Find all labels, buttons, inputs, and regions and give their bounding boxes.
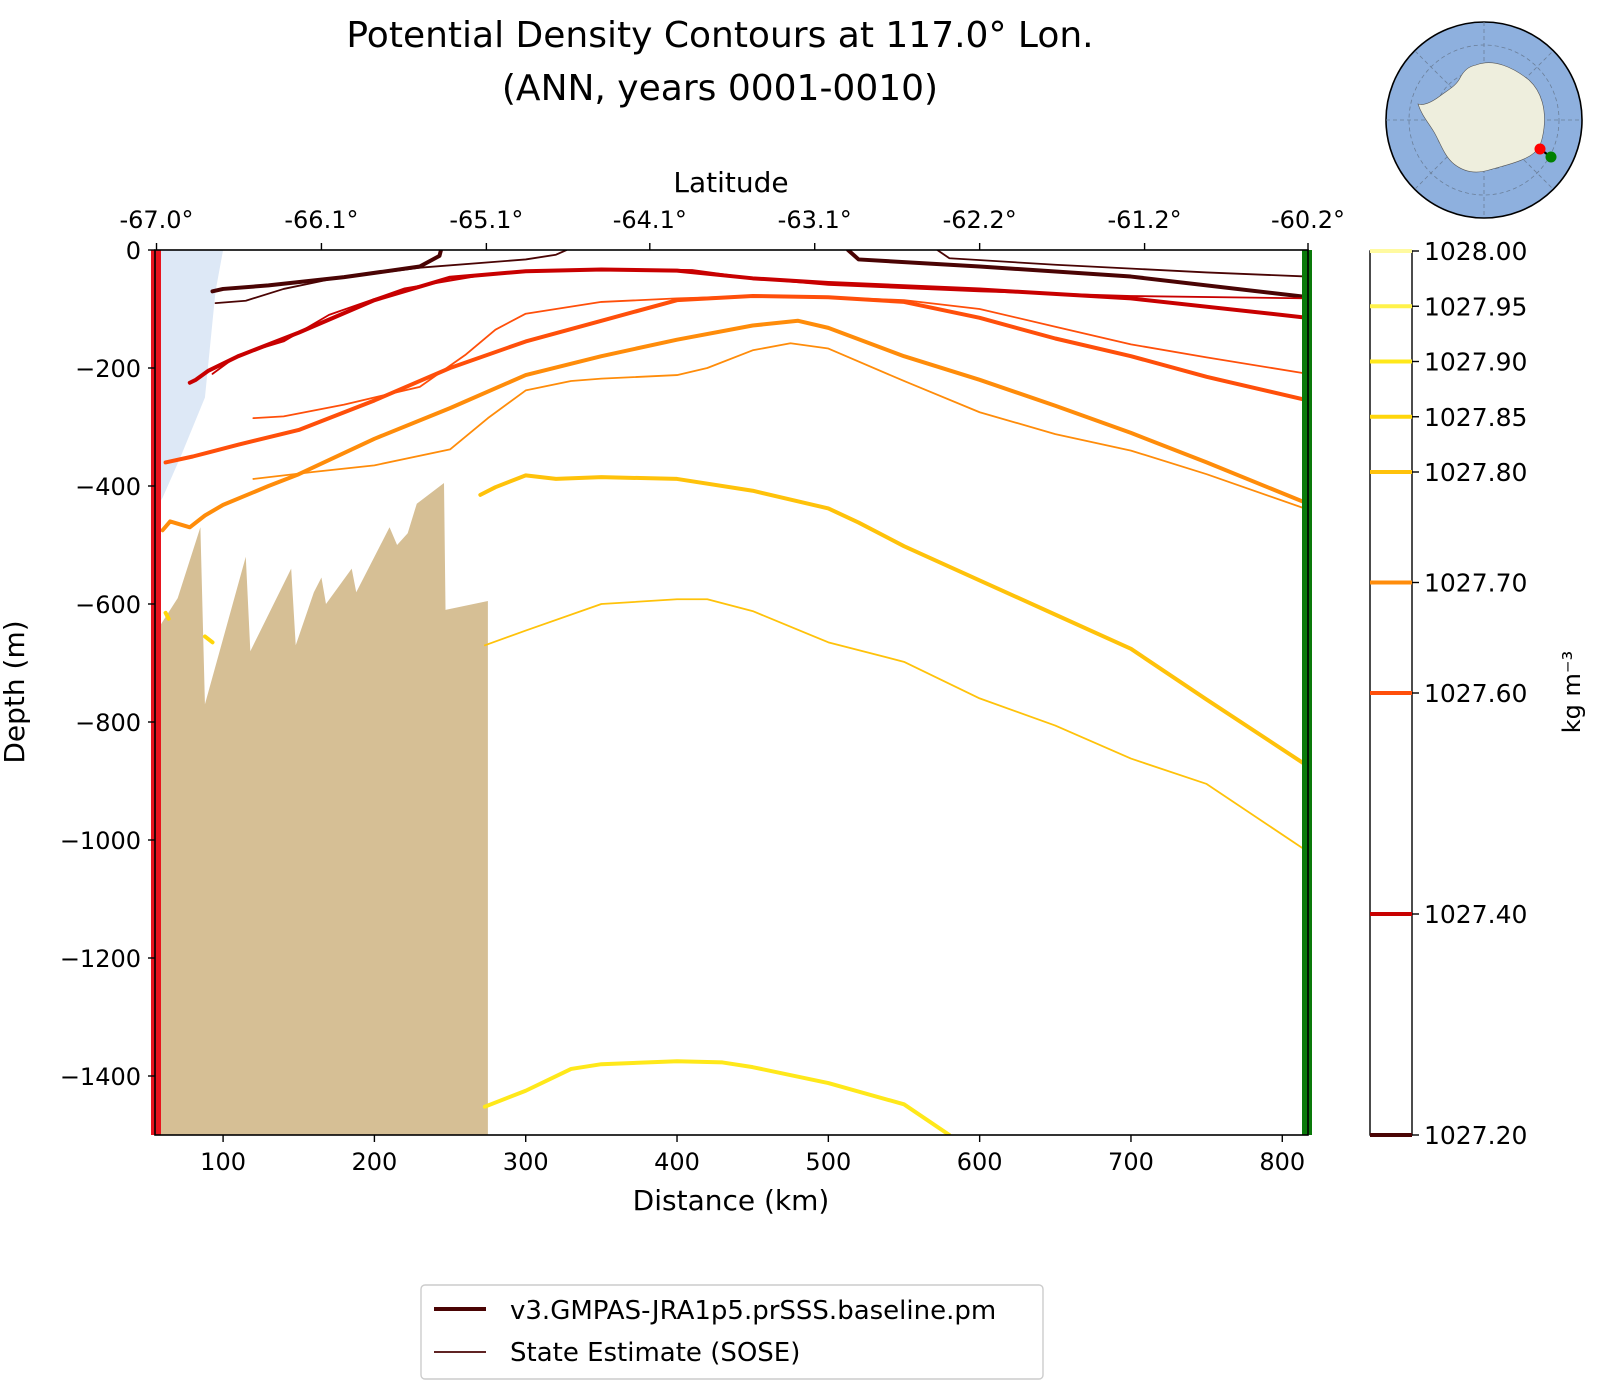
y-tick-label: −1400 — [60, 1063, 141, 1091]
lat-tick-label: -66.1° — [284, 206, 358, 234]
lat-tick-label: -64.1° — [613, 206, 687, 234]
colorbar-tick-label: 1027.60 — [1424, 679, 1527, 708]
y-tick-label: 0 — [126, 237, 141, 265]
x-tick-label: 400 — [654, 1148, 700, 1176]
y-tick-label: −800 — [75, 709, 141, 737]
x-axis-label: Distance (km) — [633, 1184, 830, 1217]
legend-frame — [420, 1284, 1044, 1380]
contour-model-1027.85-0 — [163, 610, 171, 621]
inset-end-marker — [1545, 151, 1557, 163]
legend: v3.GMPAS-JRA1p5.prSSS.baseline.pm State … — [420, 1284, 1044, 1380]
lat-tick-label: -67.0° — [119, 206, 193, 234]
lat-tick-label: -60.2° — [1271, 206, 1345, 234]
inset-antarctica — [1417, 62, 1545, 173]
contour-sose-1027.4-0 — [211, 267, 1308, 375]
colorbar-label: kg m⁻³ — [1558, 651, 1586, 733]
contour-model-1027.9-0 — [482, 1059, 952, 1135]
contour-model-1027.7-0 — [160, 318, 1308, 533]
y-axis-label: Depth (m) — [0, 620, 31, 763]
contour-model-1027.2-0 — [210, 250, 443, 294]
top-x-axis-label: Latitude — [673, 166, 788, 199]
x-tick-label: 100 — [200, 1148, 246, 1176]
colorbar-tick-label: 1027.20 — [1424, 1121, 1527, 1150]
x-tick-label: 500 — [805, 1148, 851, 1176]
colorbar-tick-label: 1027.40 — [1424, 900, 1527, 929]
contour-sose-1027.8-0 — [483, 598, 1308, 853]
section-start-edge — [151, 250, 161, 1135]
colorbar-tick-label: 1027.90 — [1424, 348, 1527, 377]
contour-model-1027.85-1 — [202, 634, 215, 645]
chart-title: Potential Density Contours at 117.0° Lon… — [346, 15, 1093, 56]
x-tick-label: 800 — [1259, 1148, 1305, 1176]
y-tick-label: −600 — [75, 591, 141, 619]
lat-tick-label: -62.2° — [943, 206, 1017, 234]
x-tick-label: 200 — [351, 1148, 397, 1176]
plot-frame — [154, 249, 1309, 1136]
colorbar-tick-label: 1027.95 — [1424, 292, 1527, 321]
colorbar-tick-label: 1027.70 — [1424, 569, 1527, 598]
inset-map — [1385, 21, 1583, 219]
lat-tick-label: -61.2° — [1108, 206, 1182, 234]
bathymetry — [155, 483, 488, 1135]
contour-model-1027.6-0 — [163, 294, 1308, 465]
section-end-edge — [1302, 250, 1312, 1135]
y-tick-label: −200 — [75, 355, 141, 383]
contour-sose-1027.2-0 — [214, 250, 568, 305]
x-tick-label: 700 — [1108, 1148, 1154, 1176]
plot-area: 100 200 300 400 500 600 700 800 0 −200 −400 −600 −8… — [60, 206, 1345, 1176]
lat-tick-label: -63.1° — [778, 206, 852, 234]
contour-sose-1027.6-0 — [252, 295, 1308, 420]
y-tick-label: −1200 — [60, 945, 141, 973]
y-tick-label: −400 — [75, 473, 141, 501]
x-tick-label: 600 — [957, 1148, 1003, 1176]
legend-model-label: v3.GMPAS-JRA1p5.prSSS.baseline.pm — [510, 1296, 996, 1326]
contour-model-1027.8-0 — [478, 473, 1308, 769]
contour-sose-1027.2-1 — [936, 250, 1308, 278]
legend-sose-label: State Estimate (SOSE) — [510, 1338, 800, 1368]
contour-sose-1027.7-0 — [252, 342, 1308, 511]
contour-model-1027.2-1 — [846, 250, 1308, 300]
inset-start-marker — [1534, 143, 1546, 155]
y-tick-label: −1000 — [60, 827, 141, 855]
colorbar-tick-label: 1027.80 — [1424, 458, 1527, 487]
colorbar: 1027.20 1027.40 1027.60 1027.70 1027.80 1027.… — [1369, 237, 1586, 1150]
lat-tick-label: -65.1° — [449, 206, 523, 234]
colorbar-tick-label: 1027.85 — [1424, 403, 1527, 432]
colorbar-tick-label: 1028.00 — [1424, 237, 1527, 266]
chart-subtitle: (ANN, years 0001-0010) — [502, 68, 938, 109]
x-tick-label: 300 — [503, 1148, 549, 1176]
ice-shelf — [155, 250, 224, 510]
